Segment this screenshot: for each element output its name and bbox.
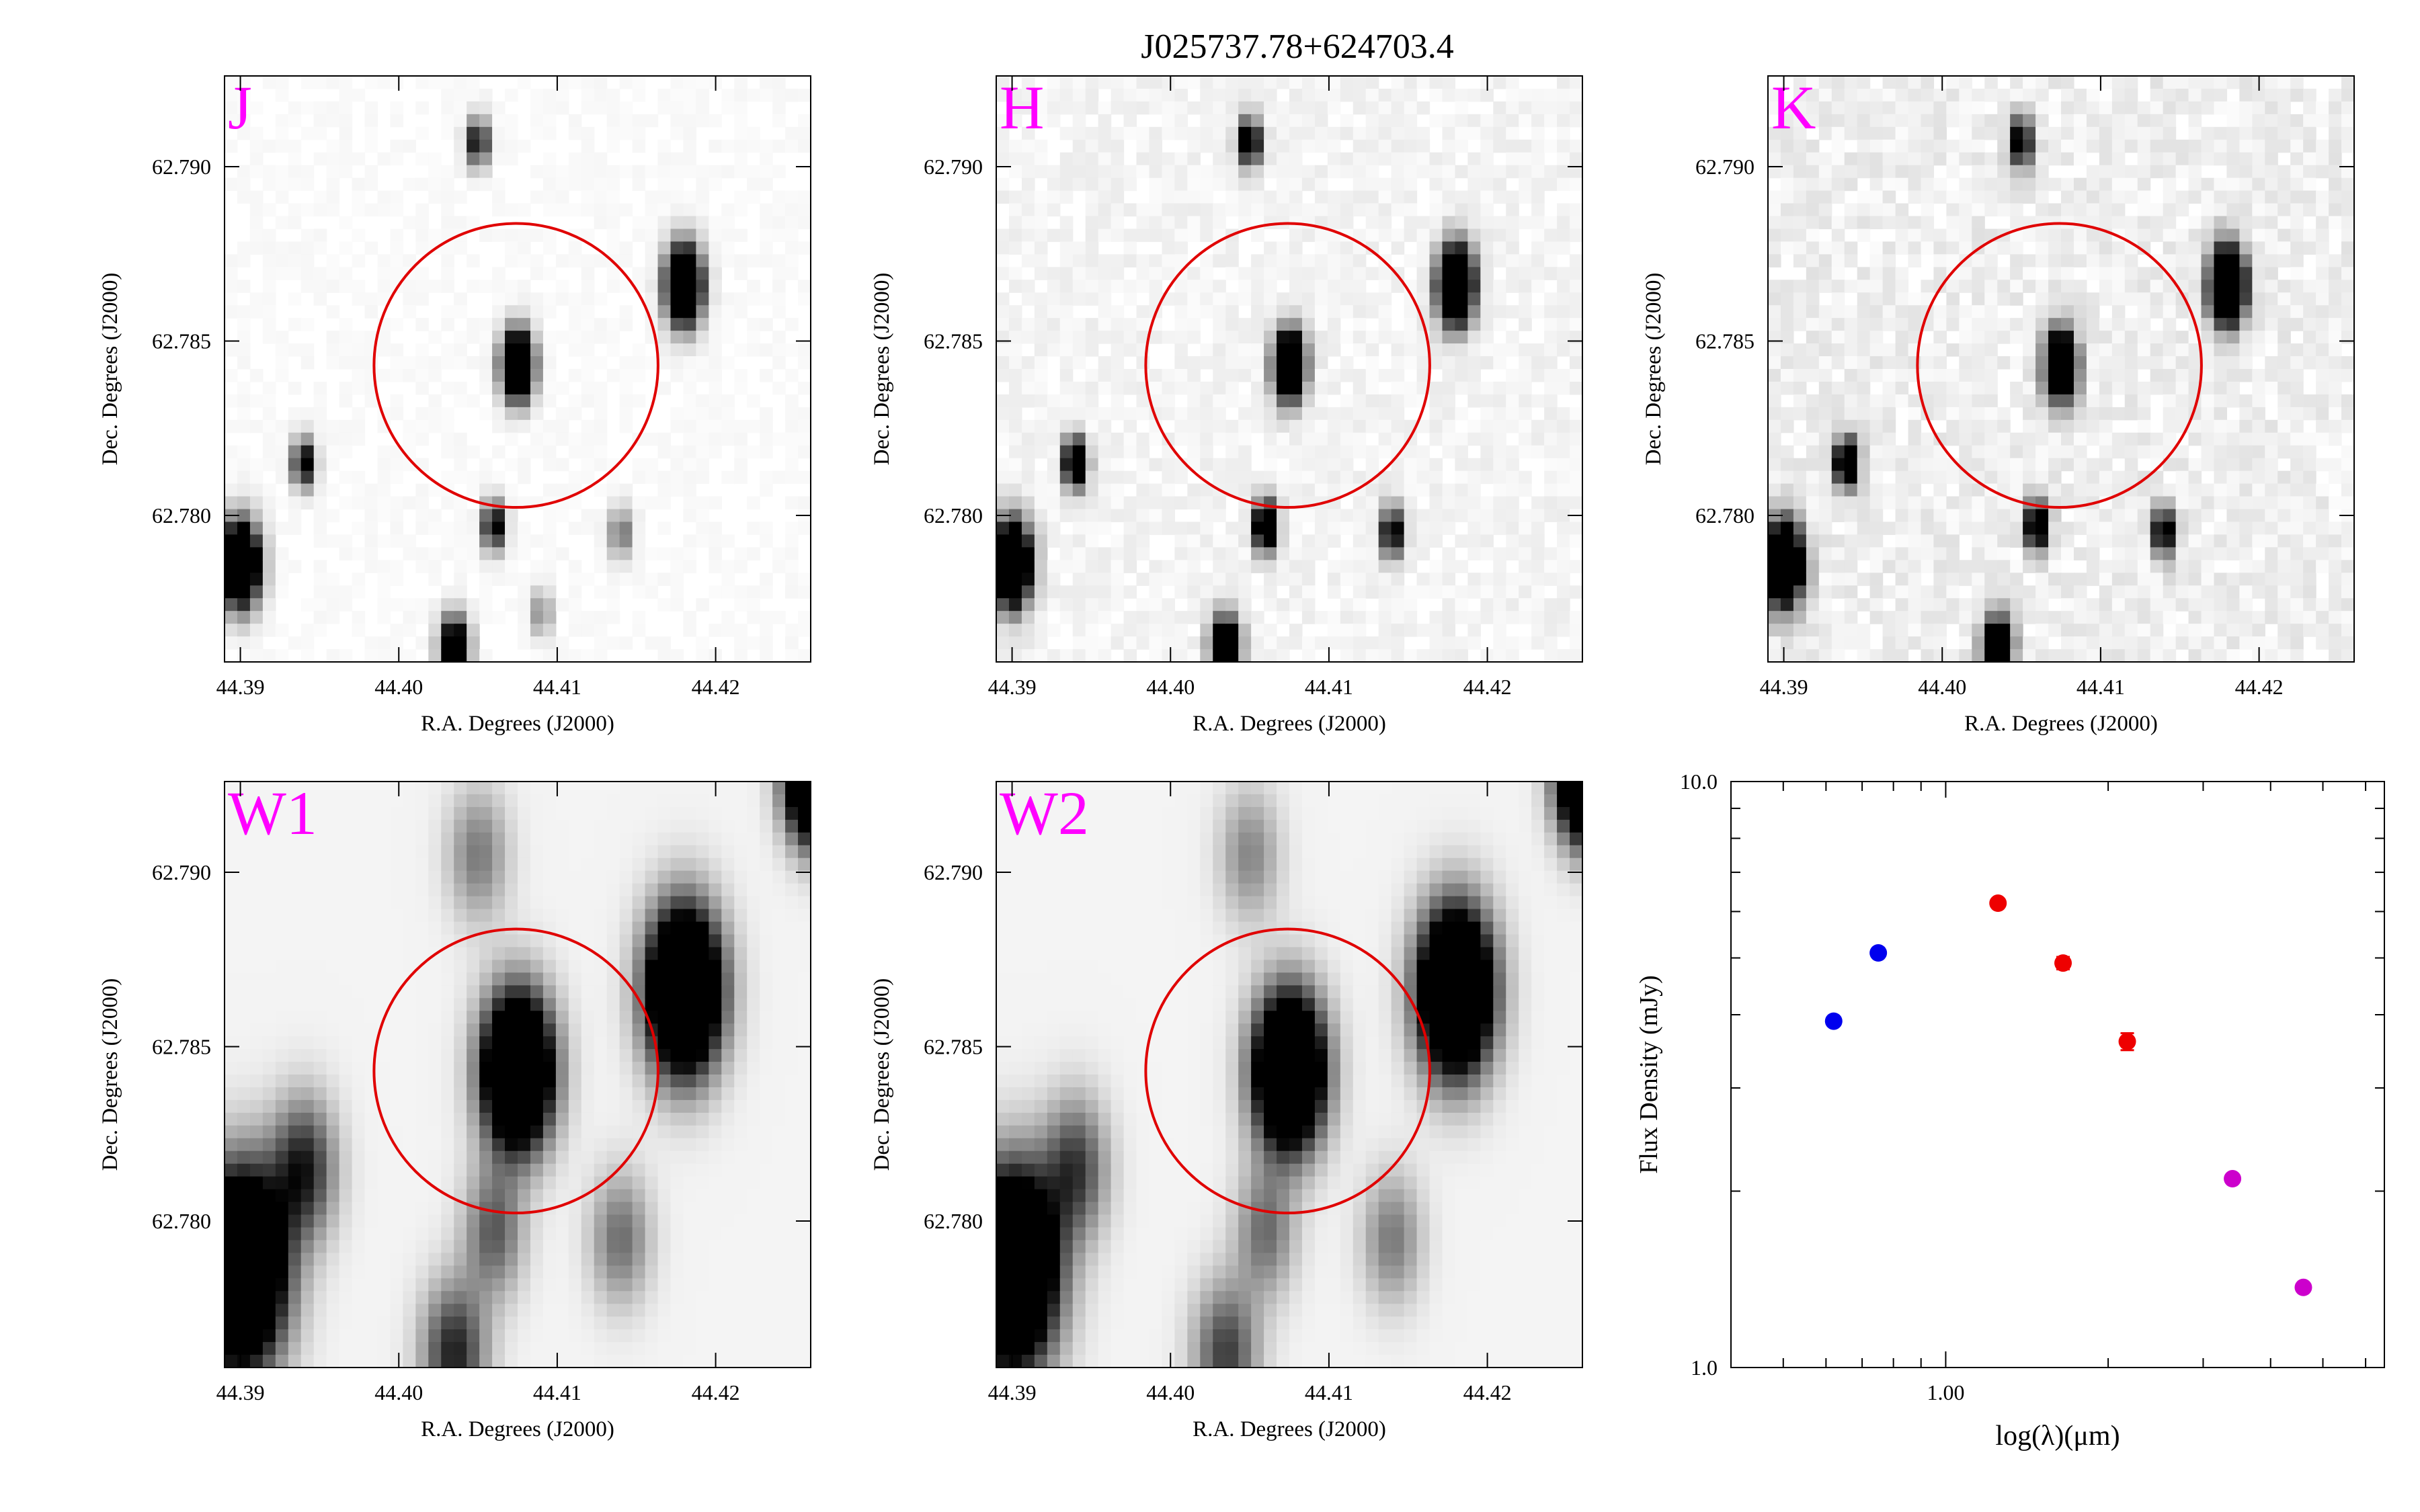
sed-plot: 10.0 1.0 1.00 log(λ)(μm) Flux Density (mJy)	[1635, 769, 2385, 1452]
panel-frame	[1767, 75, 2355, 663]
x-tick-label: 44.41	[2076, 675, 2125, 699]
panel-image	[1768, 76, 2354, 662]
y-axis-label: Dec. Degrees (J2000)	[1642, 273, 1666, 466]
panel-w1: W1 44.39 44.40 44.41 44.42 62.790 62.785 62.780…	[98, 779, 811, 1441]
panel-image	[225, 76, 811, 662]
x-tick-label: 44.41	[533, 1380, 581, 1404]
x-tick-label: 44.42	[1463, 1380, 1512, 1404]
y-tick-label: 62.790	[1695, 155, 1755, 179]
y-tick-label: 62.785	[924, 329, 983, 353]
x-tick-label: 44.39	[988, 675, 1037, 699]
image-panels: J44.39 44.40 44.41 44.4262.79062.78562.780R…	[98, 73, 2355, 1441]
band-label: W1	[228, 779, 317, 847]
y-tick-label: 62.790	[152, 155, 211, 179]
y-axis-label: Dec. Degrees (J2000)	[98, 978, 122, 1171]
x-axis-label: R.A. Degrees (J2000)	[421, 1417, 614, 1441]
band-label: W2	[1000, 779, 1089, 847]
panel-k: K 44.39 44.40 44.41 44.42 62.790 62.785 62.780 R…	[1642, 73, 2355, 736]
sed-y-axis-label: Flux Density (mJy)	[1635, 975, 1663, 1174]
x-tick-label: 44.40	[1146, 675, 1195, 699]
y-axis-label: Dec. Degrees (J2000)	[870, 978, 894, 1171]
x-tick-label: 44.41	[1305, 675, 1353, 699]
y-tick-label: 62.780	[924, 1209, 983, 1233]
y-tick-label: 62.785	[924, 1034, 983, 1058]
x-axis-label: R.A. Degrees (J2000)	[1193, 712, 1386, 736]
panel-frame	[996, 75, 1583, 663]
sed-point	[2054, 954, 2072, 972]
panel-frame	[996, 781, 1583, 1368]
y-axis-label: Dec. Degrees (J2000)	[98, 273, 122, 466]
x-tick-label: 44.40	[1146, 1380, 1195, 1404]
target-circle	[1916, 222, 2203, 509]
x-tick-label: 44.39	[988, 1380, 1037, 1404]
panel-image	[996, 76, 1582, 662]
y-tick-label: 62.780	[924, 503, 983, 528]
sed-point	[2294, 1278, 2312, 1296]
panel-frame	[224, 75, 811, 663]
x-tick-label: 44.39	[216, 675, 265, 699]
panel-w2: W2 44.39 44.40 44.41 44.42 62.790 62.785 62.780…	[870, 779, 1583, 1441]
y-tick-label: 62.790	[924, 860, 983, 884]
y-tick-label: 62.785	[152, 329, 211, 353]
x-tick-label: 44.40	[1918, 675, 1966, 699]
y-tick-label: 62.780	[152, 1209, 211, 1233]
x-tick-label: 44.40	[374, 1380, 423, 1404]
sed-x-tick-label: 1.00	[1927, 1380, 1964, 1404]
band-label: H	[1000, 73, 1044, 142]
y-tick-label: 62.780	[1695, 503, 1755, 528]
y-tick-label: 62.785	[152, 1034, 211, 1058]
x-tick-label: 44.42	[692, 675, 740, 699]
figure-title: J025737.78+624703.4	[1141, 28, 1454, 66]
sed-frame	[1730, 781, 2385, 1368]
target-circle	[372, 222, 659, 509]
y-axis-label: Dec. Degrees (J2000)	[870, 273, 894, 466]
sed-x-axis-label: log(λ)(μm)	[1995, 1421, 2120, 1452]
x-tick-label: 44.42	[692, 1380, 740, 1404]
sed-y-tick-label: 10.0	[1680, 769, 1718, 794]
x-axis-label: R.A. Degrees (J2000)	[1193, 1417, 1386, 1441]
y-tick-label: 62.780	[152, 503, 211, 528]
target-circle	[1144, 927, 1431, 1215]
sed-point	[1824, 1012, 1843, 1030]
x-tick-label: 44.40	[374, 675, 423, 699]
y-tick-label: 62.790	[924, 155, 983, 179]
x-tick-label: 44.42	[1463, 675, 1512, 699]
sed-point	[1869, 943, 1888, 962]
y-tick-label: 62.790	[152, 860, 211, 884]
x-axis-label: R.A. Degrees (J2000)	[421, 712, 614, 736]
target-circle	[372, 927, 659, 1215]
panel-h: H 44.39 44.40 44.41 44.42 62.790 62.785 62.780 R…	[870, 73, 1583, 736]
y-tick-label: 62.785	[1695, 329, 1755, 353]
target-circle	[1144, 222, 1431, 509]
sed-point	[1989, 894, 2007, 913]
sed-y-tick-label: 1.0	[1691, 1355, 1718, 1380]
band-label: K	[1771, 73, 1816, 142]
x-axis-label: R.A. Degrees (J2000)	[1964, 712, 2158, 736]
x-tick-label: 44.41	[1305, 1380, 1353, 1404]
x-tick-label: 44.42	[2235, 675, 2284, 699]
panel-image	[996, 782, 1582, 1368]
panel-j: J44.39 44.40 44.41 44.4262.79062.78562.780R…	[98, 73, 811, 736]
sed-point	[2224, 1170, 2242, 1188]
x-tick-label: 44.39	[216, 1380, 265, 1404]
x-tick-label: 44.41	[533, 675, 581, 699]
sed-point	[2118, 1032, 2136, 1050]
panel-frame	[224, 781, 811, 1368]
panel-image	[225, 782, 811, 1368]
x-tick-label: 44.39	[1760, 675, 1808, 699]
